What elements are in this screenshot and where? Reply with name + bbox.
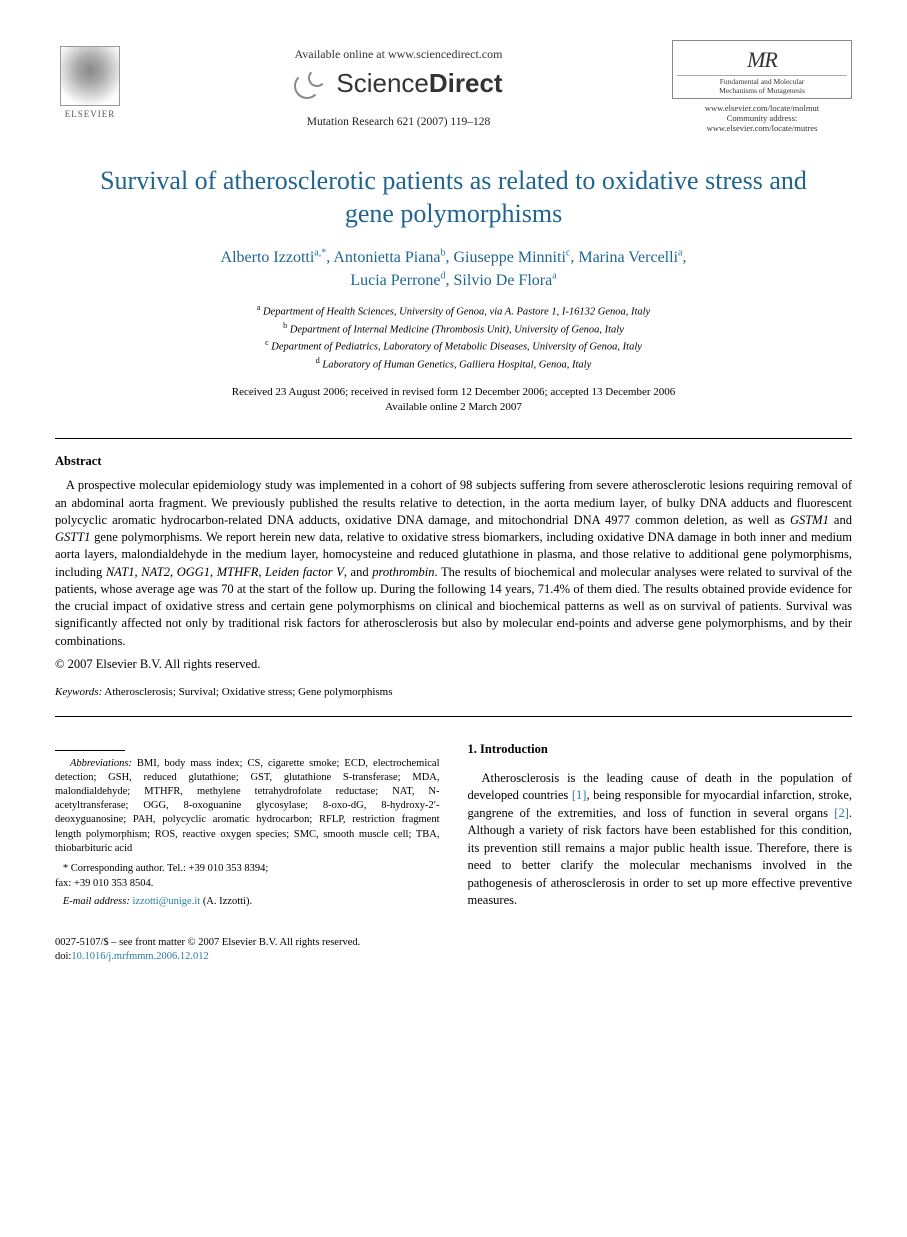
author-2[interactable]: Antonietta Pianab [333, 249, 445, 266]
footnote-rule [55, 750, 125, 751]
email-line: E-mail address: izzotti@unige.it (A. Izz… [55, 895, 440, 909]
gene-ogg1: OGG1 [177, 565, 210, 579]
sd-swirl-icon [294, 69, 330, 99]
intro-heading: 1. Introduction [468, 741, 853, 758]
available-online-text: Available online at www.sciencedirect.co… [125, 46, 672, 62]
keywords-text: Atherosclerosis; Survival; Oxidative str… [102, 686, 392, 698]
journal-link-2-label: Community address: [727, 113, 798, 123]
footer-line-1: 0027-5107/$ – see front matter © 2007 El… [55, 936, 852, 950]
elsevier-tree-icon [60, 46, 120, 106]
citation-2[interactable]: [2] [834, 806, 849, 820]
dates-line-2: Available online 2 March 2007 [55, 400, 852, 415]
journal-logo-icon: MR [677, 47, 847, 76]
dates-line-1: Received 23 August 2006; received in rev… [55, 385, 852, 400]
journal-subtitle-2: Mechanisms of Mutagenesis [677, 87, 847, 95]
corresponding-author: * Corresponding author. Tel.: +39 010 35… [55, 862, 440, 891]
corr-line-1: * Corresponding author. Tel.: +39 010 35… [63, 863, 268, 874]
article-title: Survival of atherosclerotic patients as … [95, 165, 812, 230]
rule-below-keywords [55, 716, 852, 717]
corr-fax: fax: +39 010 353 8504. [55, 878, 153, 889]
left-column: Abbreviations: BMI, body mass index; CS,… [55, 741, 440, 910]
affiliation-a: a Department of Health Sciences, Univers… [55, 302, 852, 320]
center-header: Available online at www.sciencedirect.co… [125, 40, 672, 131]
citation-1[interactable]: [1] [572, 788, 587, 802]
page-header: ELSEVIER Available online at www.science… [55, 40, 852, 133]
abstract-text: A prospective molecular epidemiology stu… [55, 477, 852, 650]
author-list: Alberto Izzottia,*, Antonietta Pianab, G… [55, 246, 852, 291]
abstract-copyright: © 2007 Elsevier B.V. All rights reserved… [55, 656, 852, 673]
gene-leiden: Leiden factor V [265, 565, 344, 579]
elsevier-logo: ELSEVIER [55, 40, 125, 120]
abstract-heading: Abstract [55, 453, 852, 470]
doi-link[interactable]: 10.1016/j.mrfmmm.2006.12.012 [71, 951, 208, 962]
keywords-line: Keywords: Atherosclerosis; Survival; Oxi… [55, 685, 852, 700]
author-5[interactable]: Lucia Perroned [350, 272, 445, 289]
abbreviations-block: Abbreviations: BMI, body mass index; CS,… [55, 757, 440, 856]
body-columns: Abbreviations: BMI, body mass index; CS,… [55, 741, 852, 910]
intro-paragraph: Atherosclerosis is the leading cause of … [468, 770, 853, 910]
author-1[interactable]: Alberto Izzottia,* [221, 249, 327, 266]
abbrev-label: Abbreviations: [70, 758, 132, 769]
right-column: 1. Introduction Atherosclerosis is the l… [468, 741, 853, 910]
author-6[interactable]: Silvio De Floraa [454, 272, 557, 289]
journal-reference: Mutation Research 621 (2007) 119–128 [125, 115, 672, 131]
gene-mthfr: MTHFR [217, 565, 259, 579]
article-dates: Received 23 August 2006; received in rev… [55, 385, 852, 416]
author-3[interactable]: Giuseppe Minnitic [453, 249, 570, 266]
affiliation-d: d Laboratory of Human Genetics, Galliera… [55, 355, 852, 373]
abbrev-text: BMI, body mass index; CS, cigarette smok… [55, 758, 440, 854]
doi-label: doi: [55, 951, 71, 962]
email-link[interactable]: izzotti@unige.it [132, 896, 200, 907]
email-label: E-mail address: [63, 896, 130, 907]
journal-link-2[interactable]: Community address: www.elsevier.com/loca… [672, 113, 852, 133]
author-4[interactable]: Marina Vercellia [578, 249, 682, 266]
gene-nat1: NAT1 [106, 565, 135, 579]
journal-link-2-url: www.elsevier.com/locate/mutres [707, 123, 818, 133]
gene-nat2: NAT2 [141, 565, 170, 579]
affiliation-list: a Department of Health Sciences, Univers… [55, 302, 852, 373]
elsevier-label: ELSEVIER [65, 108, 116, 120]
journal-link-1[interactable]: www.elsevier.com/locate/molmut [672, 103, 852, 113]
footer-doi-line: doi:10.1016/j.mrfmmm.2006.12.012 [55, 950, 852, 964]
email-who: (A. Izzotti). [200, 896, 252, 907]
gene-gstm1: GSTM1 [790, 513, 829, 527]
keywords-label: Keywords: [55, 686, 102, 698]
rule-above-abstract [55, 438, 852, 439]
page-footer: 0027-5107/$ – see front matter © 2007 El… [55, 936, 852, 964]
sd-word-a: Science [336, 68, 429, 98]
sd-wordmark: ScienceDirect [336, 66, 502, 101]
journal-logo-box: MR Fundamental and Molecular Mechanisms … [672, 40, 852, 99]
journal-badge: MR Fundamental and Molecular Mechanisms … [672, 40, 852, 133]
sciencedirect-logo: ScienceDirect [125, 66, 672, 101]
sd-word-b: Direct [429, 68, 503, 98]
affiliation-b: b Department of Internal Medicine (Throm… [55, 320, 852, 338]
affiliation-c: c Department of Pediatrics, Laboratory o… [55, 337, 852, 355]
gene-gstt1: GSTT1 [55, 530, 90, 544]
gene-prothrombin: prothrombin [372, 565, 434, 579]
